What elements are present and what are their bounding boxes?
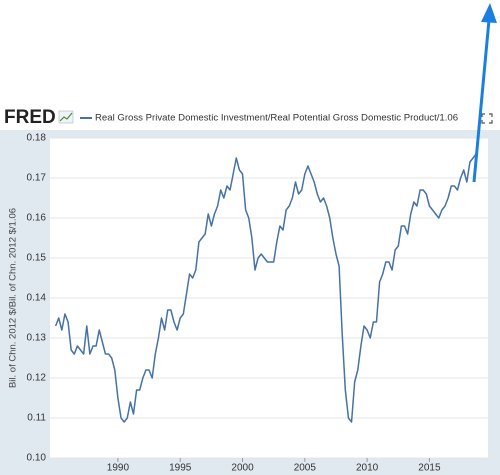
plot: 0.10 0.11 0.12 0.13 0.14 0.15 0.16 0.17 0.18 1990… — [27, 133, 488, 474]
x-tick-label: 1990 — [107, 463, 130, 474]
y-tick-label: 0.17 — [27, 173, 47, 184]
x-tick-label: 2000 — [231, 463, 254, 474]
y-tick-label: 0.12 — [27, 373, 47, 384]
y-tick-label: 0.18 — [27, 133, 47, 144]
data-line — [54, 153, 477, 423]
annotation-arrow — [472, 3, 497, 183]
y-tick-label: 0.13 — [27, 333, 47, 344]
y-tick-label: 0.11 — [27, 413, 46, 424]
logo-icon — [58, 110, 74, 124]
logo: FRED — [4, 107, 56, 128]
y-tick-label: 0.10 — [27, 453, 47, 464]
y-axis-label: Bil. of Chn. 2012 $/Bil. of Chn. 2012 $/… — [8, 208, 19, 388]
x-tick-label: 2010 — [356, 463, 379, 474]
y-tick-label: 0.15 — [27, 253, 47, 264]
x-tick-label: 2005 — [294, 463, 317, 474]
y-tick-label: 0.16 — [27, 213, 47, 224]
legend-label: Real Gross Private Domestic Investment/R… — [95, 113, 458, 124]
y-tick-label: 0.14 — [27, 293, 47, 304]
x-tick-label: 1995 — [169, 463, 192, 474]
expand-icon[interactable] — [481, 113, 493, 124]
x-tick-label: 2015 — [418, 463, 441, 474]
